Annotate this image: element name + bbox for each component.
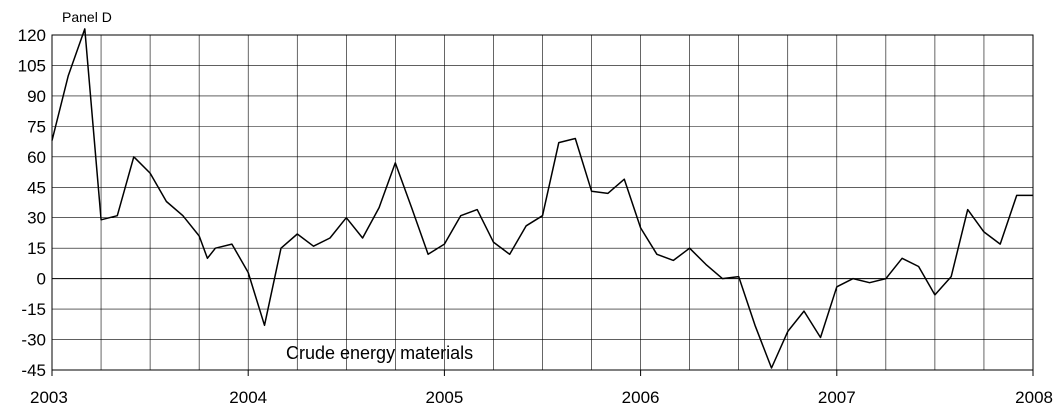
y-tick-label: 30 xyxy=(27,209,46,228)
y-tick-label: 105 xyxy=(18,56,46,75)
y-tick-label: 45 xyxy=(27,178,46,197)
plot-frame xyxy=(51,34,1034,371)
y-axis-ticks: 120 105 90 75 60 45 30 15 0 -15 -30 -45 xyxy=(18,26,46,380)
y-tick-label: -30 xyxy=(21,331,46,350)
x-axis-ticks: 2003 2004 2005 2006 2007 2008 xyxy=(30,370,1053,407)
y-tick-label: 120 xyxy=(18,26,46,45)
y-tick-label: 15 xyxy=(27,239,46,258)
x-tick-label: 2004 xyxy=(229,388,267,407)
x-tick-label: 2008 xyxy=(1015,388,1053,407)
grid xyxy=(52,34,1033,371)
y-tick-label: -15 xyxy=(21,300,46,319)
x-tick-label: 2005 xyxy=(425,388,463,407)
y-tick-label: -45 xyxy=(21,361,46,380)
y-tick-label: 60 xyxy=(27,148,46,167)
x-tick-label: 2003 xyxy=(30,388,68,407)
series-annotation: Crude energy materials xyxy=(286,343,473,363)
y-tick-label: 0 xyxy=(37,270,46,289)
x-tick-label: 2007 xyxy=(818,388,856,407)
x-tick-label: 2006 xyxy=(622,388,660,407)
y-tick-label: 75 xyxy=(27,117,46,136)
panel-label: Panel D xyxy=(62,9,112,25)
y-tick-label: 90 xyxy=(27,87,46,106)
series-line xyxy=(51,28,1033,369)
